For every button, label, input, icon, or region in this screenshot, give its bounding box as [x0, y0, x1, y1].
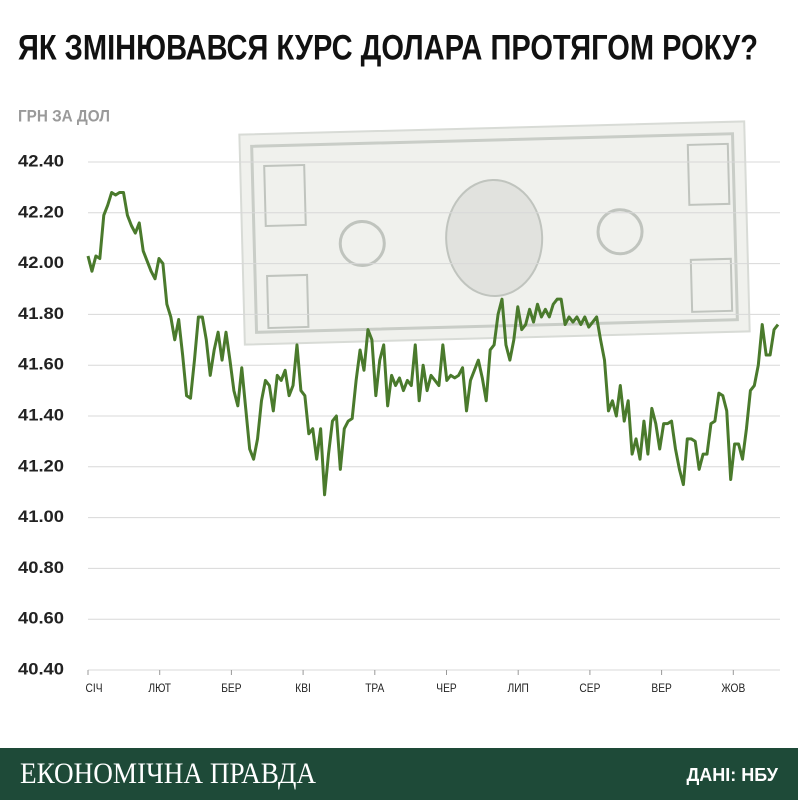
x-tick-label: БЕР [221, 682, 241, 695]
y-tick-label: 40.40 [18, 659, 64, 678]
footer-bar [0, 748, 798, 800]
y-tick-label: 41.20 [18, 456, 64, 475]
y-tick-label: 40.80 [18, 558, 64, 577]
x-tick-label: СІЧ [86, 682, 103, 695]
y-tick-label: 41.00 [18, 507, 64, 526]
x-tick-label: ЛИП [508, 682, 529, 695]
y-tick-label: 42.40 [18, 151, 64, 170]
line-series [86, 190, 780, 497]
y-tick-label: 40.60 [18, 609, 64, 628]
x-tick-label: ЖОВ [721, 682, 745, 695]
chart-title: ЯК ЗМІНЮВАВСЯ КУРС ДОЛАРА ПРОТЯГОМ РОКУ? [18, 28, 758, 67]
brand: ЕКОНОМІЧНА ПРАВДА [20, 757, 316, 790]
plot [86, 190, 780, 497]
grid: 40.40 40.60 40.80 41.00 41.20 41.40 41.60 41.80… [18, 151, 780, 695]
x-tick-label: ТРА [365, 682, 385, 695]
source: ДАНІ: НБУ [686, 765, 778, 785]
x-tick-label: ЛЮТ [148, 682, 171, 695]
x-tick-label: ВЕР [651, 682, 671, 695]
y-axis-label: ГРН ЗА ДОЛ [18, 106, 110, 125]
y-tick-label: 41.80 [18, 304, 64, 323]
y-tick-label: 41.40 [18, 405, 64, 424]
x-tick-label: СЕР [579, 682, 600, 695]
y-tick-label: 42.20 [18, 202, 64, 221]
dollar-bill [238, 120, 751, 346]
y-tick-label: 42.00 [18, 253, 64, 272]
x-tick-label: ЧЕР [436, 682, 456, 695]
x-tick-label: КВІ [295, 682, 311, 695]
y-tick-label: 41.60 [18, 355, 64, 374]
